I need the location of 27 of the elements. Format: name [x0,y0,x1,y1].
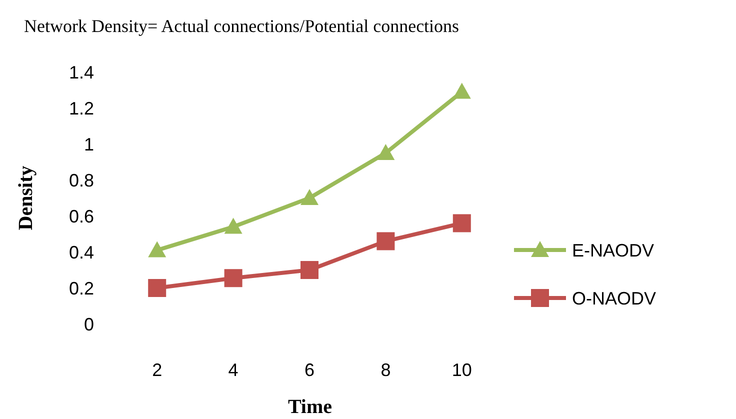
x-tick-label: 8 [380,360,391,380]
y-tick-label: 0.6 [68,206,94,226]
x-tick-label: 10 [452,360,472,380]
y-axis-title: Density [15,166,37,230]
y-tick-label: 0.8 [68,170,94,190]
point [376,232,395,250]
x-axis-title: Time [288,396,332,418]
x-tick-label: 4 [228,360,238,380]
y-tick-label: 0 [84,314,94,334]
y-tick-label: 0.2 [68,278,94,298]
chart-title: Network Density= Actual connections/Potential connections [24,16,460,36]
point [224,218,242,234]
y-tick-label: 1.4 [68,62,94,82]
legend-label: O-NAODV [572,288,656,308]
point [300,261,318,279]
x-tick-label: 2 [152,360,162,380]
legend-label: E-NAODV [572,240,654,260]
point [148,241,166,258]
point [224,269,242,288]
point [300,189,318,205]
point [148,279,166,297]
point [452,214,471,232]
point [376,144,395,160]
y-tick-label: 1 [84,134,94,154]
y-tick-label: 0.4 [68,242,94,262]
y-tick-label: 1.2 [68,98,94,118]
x-tick-label: 6 [304,360,315,380]
